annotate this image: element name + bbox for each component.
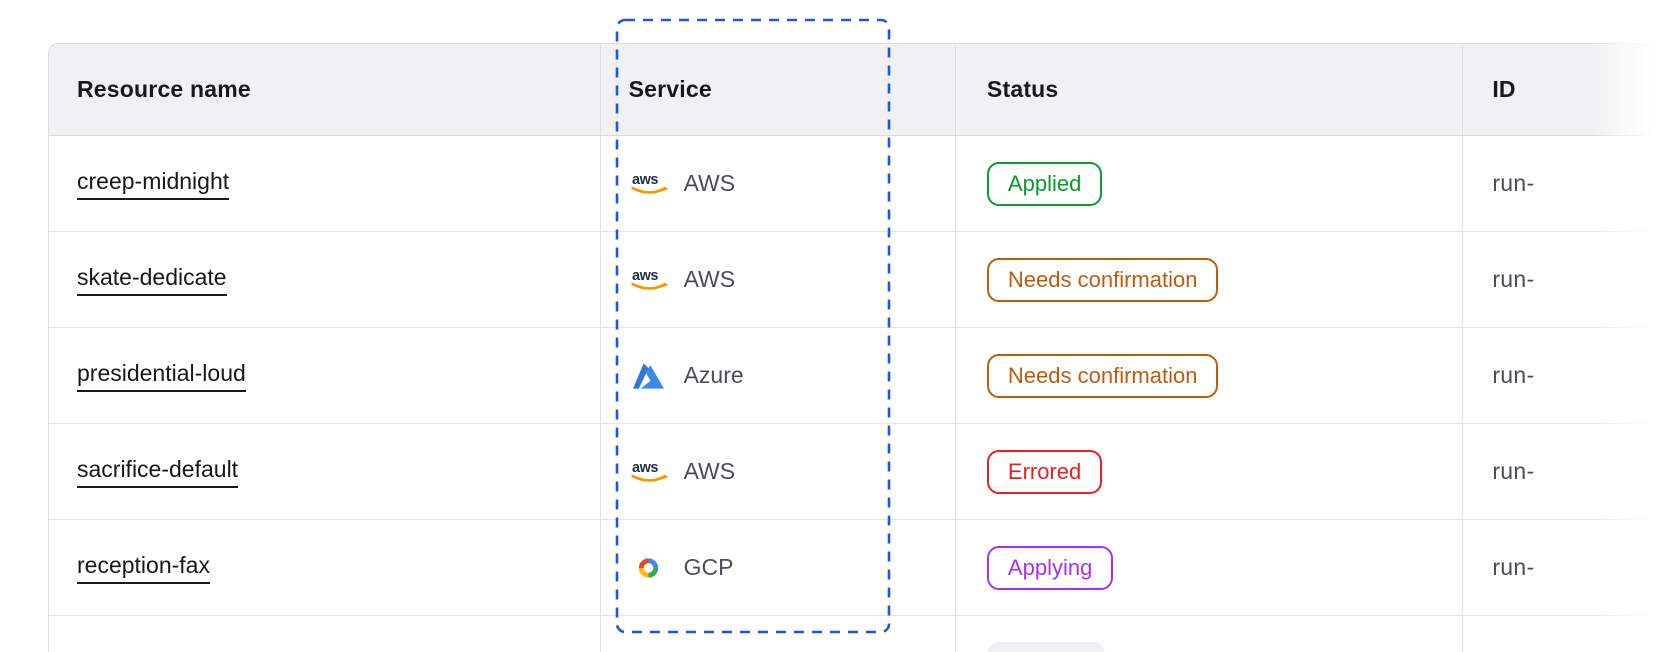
svg-text:aws: aws xyxy=(632,268,658,284)
service-label: AWS xyxy=(683,170,736,196)
azure-icon xyxy=(629,362,669,389)
resource-name-link[interactable]: skate-dedicate xyxy=(77,264,227,296)
service-label: GCP xyxy=(683,554,734,580)
resource-name-link[interactable]: creep-midnight xyxy=(77,168,230,200)
svg-text:aws: aws xyxy=(632,172,658,188)
table-header-row: Resource name Service Status ID xyxy=(49,44,1672,136)
aws-icon: aws xyxy=(629,459,669,485)
resource-name-link[interactable]: reception-fax xyxy=(77,552,210,584)
resource-name-link[interactable]: sacrifice-default xyxy=(77,456,239,488)
table-row-partial xyxy=(49,616,1672,652)
status-badge: Errored xyxy=(986,449,1103,494)
gcp-icon xyxy=(629,556,669,580)
table-row: reception-fax GCP Applying run- xyxy=(49,520,1672,616)
run-id: run- xyxy=(1492,458,1535,484)
table-row: creep-midnight aws AWS Applied run- xyxy=(49,136,1672,232)
resource-name-link[interactable]: presidential-loud xyxy=(77,360,246,392)
resources-table: Resource name Service Status ID creep-mi… xyxy=(48,43,1672,652)
run-id: run- xyxy=(1492,170,1535,196)
service-label: AWS xyxy=(683,266,736,292)
status-badge: Applying xyxy=(986,545,1114,590)
column-header-id: ID xyxy=(1462,44,1672,135)
service-label: AWS xyxy=(683,458,736,484)
aws-icon: aws xyxy=(629,171,669,197)
table-row: skate-dedicate aws AWS Needs confirmatio… xyxy=(49,232,1672,328)
column-header-status: Status xyxy=(954,44,1462,135)
table-row: sacrifice-default aws AWS Errored run- xyxy=(49,424,1672,520)
column-header-resource-name: Resource name xyxy=(77,76,251,102)
status-badge xyxy=(986,641,1105,652)
aws-icon: aws xyxy=(629,267,669,293)
run-id: run- xyxy=(1492,554,1535,580)
table-row: presidential-loud Azure Needs confirmati… xyxy=(49,328,1672,424)
status-badge: Applied xyxy=(986,161,1103,206)
status-badge: Needs confirmation xyxy=(986,257,1219,302)
run-id: run- xyxy=(1492,266,1535,292)
svg-text:aws: aws xyxy=(632,460,658,476)
service-label: Azure xyxy=(683,362,744,388)
column-header-service: Service xyxy=(599,44,955,135)
status-badge: Needs confirmation xyxy=(986,353,1219,398)
run-id: run- xyxy=(1492,362,1535,388)
